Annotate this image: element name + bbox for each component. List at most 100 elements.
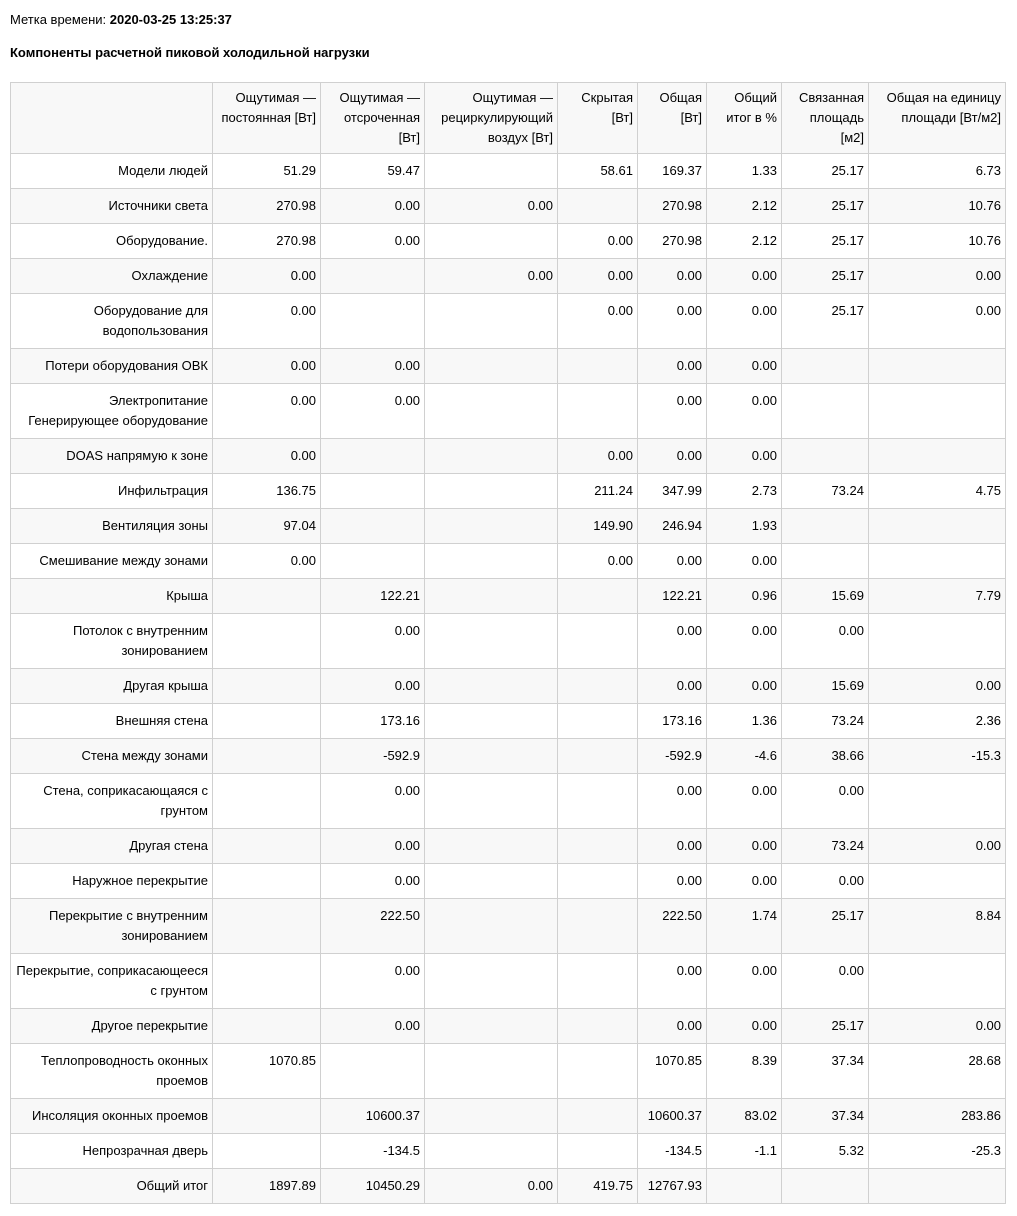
table-cell	[557, 383, 638, 439]
table-cell	[424, 703, 558, 739]
table-cell: 0.00	[212, 438, 321, 474]
timestamp-label: Метка времени:	[10, 12, 107, 27]
row-label: Другая крыша	[10, 668, 213, 704]
table-cell: 246.94	[637, 508, 707, 544]
row-label: Наружное перекрытие	[10, 863, 213, 899]
table-cell	[424, 738, 558, 774]
table-cell: -4.6	[706, 738, 782, 774]
table-cell: 6.73	[868, 153, 1006, 189]
table-cell: 59.47	[320, 153, 425, 189]
section-title: Компоненты расчетной пиковой холодильной…	[10, 45, 370, 60]
table-cell: 73.24	[781, 703, 869, 739]
table-cell: -1.1	[706, 1133, 782, 1169]
row-label: Перекрытие с внутренним зонированием	[10, 898, 213, 954]
table-cell: 0.00	[637, 863, 707, 899]
table-cell	[212, 1098, 321, 1134]
table-cell: 0.96	[706, 578, 782, 614]
table-cell: 0.00	[637, 668, 707, 704]
table-cell	[320, 1043, 425, 1099]
table-row: Перекрытие, соприкасающееся с грунтом 0.0…	[10, 953, 1006, 1009]
table-row: Инсоляция оконных проемов 10600.37 10600.3…	[10, 1098, 1006, 1134]
table-cell: 0.00	[637, 348, 707, 384]
table-cell	[868, 613, 1006, 669]
table-row: Внешняя стена 173.16 173.16 1.36 73.24 2.36	[10, 703, 1006, 739]
table-cell: 1.36	[706, 703, 782, 739]
table-row: Смешивание между зонами 0.00 0.00 0.00 0.00	[10, 543, 1006, 579]
table-cell: 10.76	[868, 188, 1006, 224]
table-cell	[320, 258, 425, 294]
table-cell	[424, 613, 558, 669]
table-cell	[868, 508, 1006, 544]
row-label: Общий итог	[10, 1168, 213, 1204]
table-cell	[424, 578, 558, 614]
table-cell	[868, 773, 1006, 829]
table-cell	[424, 953, 558, 1009]
table-cell	[424, 863, 558, 899]
table-cell: 136.75	[212, 473, 321, 509]
table-cell: 0.00	[557, 223, 638, 259]
table-cell: 1070.85	[212, 1043, 321, 1099]
table-cell: 0.00	[637, 383, 707, 439]
table-cell: 0.00	[557, 438, 638, 474]
table-cell: 97.04	[212, 508, 321, 544]
table-cell	[424, 508, 558, 544]
timestamp: Метка времени: 2020-03-25 13:25:37	[10, 12, 1007, 28]
table-row: Общий итог 1897.89 10450.29 0.00 419.75 12767…	[10, 1168, 1006, 1204]
row-label: Электропитание Генерирующее оборудование	[10, 383, 213, 439]
table-cell: 0.00	[212, 543, 321, 579]
table-cell: 25.17	[781, 153, 869, 189]
row-label: Вентиляция зоны	[10, 508, 213, 544]
table-cell	[868, 953, 1006, 1009]
row-label: Перекрытие, соприкасающееся с грунтом	[10, 953, 213, 1009]
table-cell	[557, 348, 638, 384]
table-cell: 1.74	[706, 898, 782, 954]
table-cell	[212, 953, 321, 1009]
table-cell: 0.00	[320, 383, 425, 439]
table-cell	[212, 863, 321, 899]
table-cell: 28.68	[868, 1043, 1006, 1099]
table-cell: 12767.93	[637, 1168, 707, 1204]
table-cell: 270.98	[212, 223, 321, 259]
table-cell	[424, 153, 558, 189]
table-cell: 0.00	[424, 188, 558, 224]
table-cell	[212, 578, 321, 614]
table-cell: 0.00	[706, 863, 782, 899]
table-cell: 0.00	[781, 613, 869, 669]
table-cell: 25.17	[781, 293, 869, 349]
table-cell	[424, 773, 558, 829]
table-cell: 51.29	[212, 153, 321, 189]
table-row: Оборудование. 270.98 0.00 0.00 270.98 2.12 25.…	[10, 223, 1006, 259]
table-cell: 5.32	[781, 1133, 869, 1169]
table-cell	[557, 1008, 638, 1044]
table-cell: -15.3	[868, 738, 1006, 774]
row-label: Инфильтрация	[10, 473, 213, 509]
table-cell: 1.93	[706, 508, 782, 544]
table-row: Модели людей 51.29 59.47 58.61 169.37 1.33 25.…	[10, 153, 1006, 189]
table-cell	[212, 668, 321, 704]
table-cell	[424, 668, 558, 704]
table-cell: 0.00	[320, 613, 425, 669]
table-cell: 2.73	[706, 473, 782, 509]
table-cell: 73.24	[781, 828, 869, 864]
table-cell	[212, 1008, 321, 1044]
table-cell: 0.00	[320, 188, 425, 224]
table-cell: 0.00	[706, 953, 782, 1009]
table-cell	[781, 1168, 869, 1204]
table-cell: 270.98	[637, 188, 707, 224]
table-cell: 25.17	[781, 258, 869, 294]
table-cell	[424, 348, 558, 384]
table-cell: 2.12	[706, 223, 782, 259]
table-cell	[557, 1098, 638, 1134]
table-cell: 0.00	[320, 223, 425, 259]
table-cell: 0.00	[637, 258, 707, 294]
table-cell	[212, 738, 321, 774]
table-cell: 0.00	[706, 543, 782, 579]
table-cell: 0.00	[706, 348, 782, 384]
table-cell: 73.24	[781, 473, 869, 509]
table-cell: -134.5	[320, 1133, 425, 1169]
row-label: Оборудование.	[10, 223, 213, 259]
table-cell	[320, 543, 425, 579]
table-cell: 0.00	[320, 828, 425, 864]
row-label: Крыша	[10, 578, 213, 614]
table-cell: 10.76	[868, 223, 1006, 259]
